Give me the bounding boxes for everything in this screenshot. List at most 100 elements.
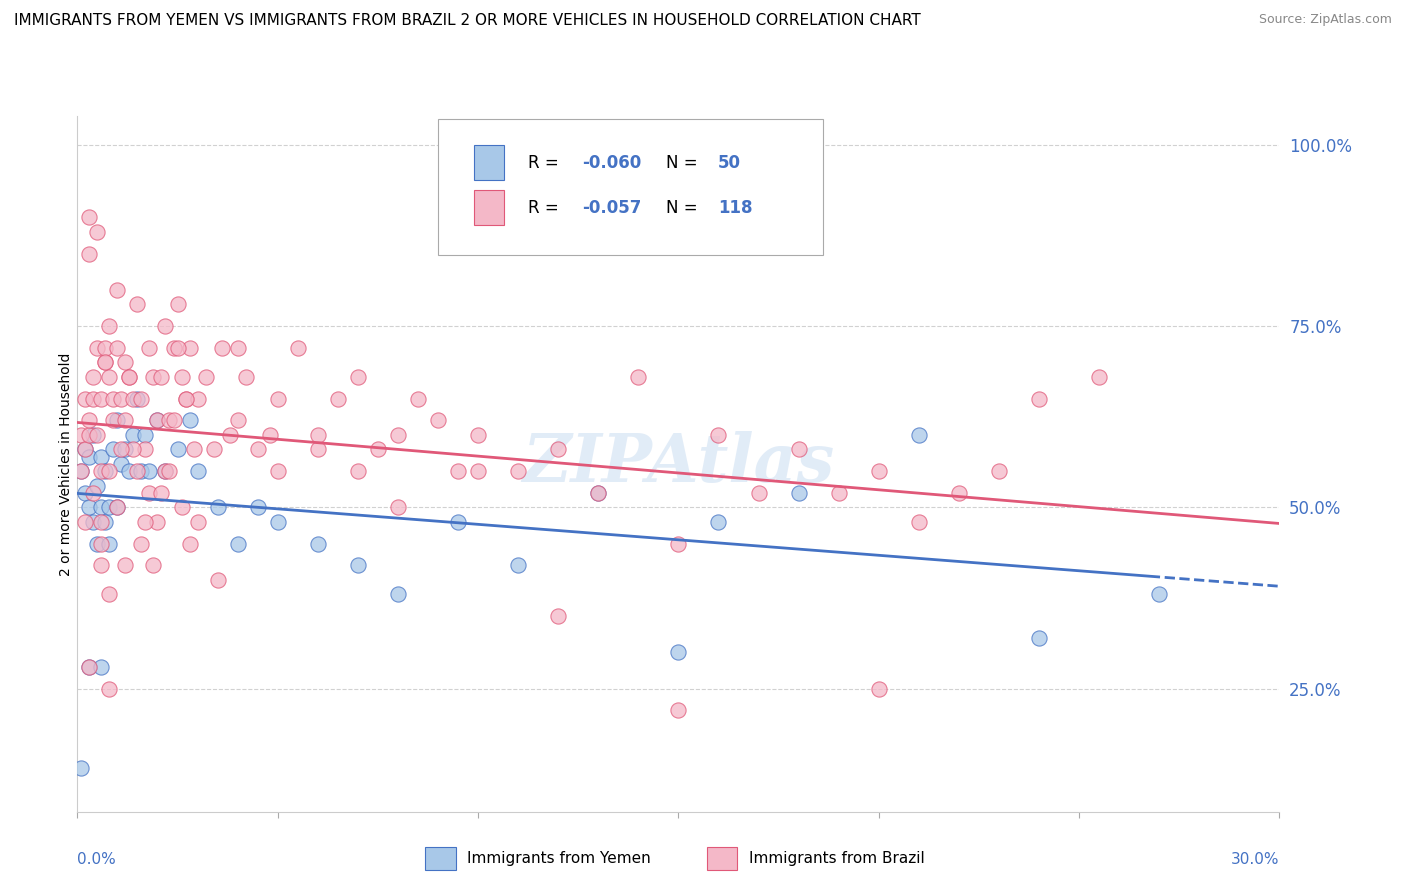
Point	[211, 341, 233, 355]
Point	[98, 681, 121, 696]
Point	[138, 341, 160, 355]
Point	[86, 428, 108, 442]
Point	[70, 464, 93, 478]
Point	[186, 392, 209, 406]
Point	[86, 478, 108, 492]
Point	[79, 413, 101, 427]
Point	[406, 392, 429, 406]
Point	[170, 369, 193, 384]
Point	[70, 761, 93, 775]
Point	[207, 500, 229, 515]
Point	[107, 500, 129, 515]
Point	[90, 392, 112, 406]
Point	[166, 341, 188, 355]
Point	[427, 413, 450, 427]
Point	[202, 442, 225, 457]
Point	[118, 464, 141, 478]
Point	[90, 450, 112, 464]
Point	[186, 515, 209, 529]
Point	[162, 413, 184, 427]
Text: ZIPAtlas: ZIPAtlas	[522, 432, 835, 496]
Point	[588, 485, 610, 500]
Point	[79, 660, 101, 674]
Point	[166, 442, 188, 457]
Text: -0.060: -0.060	[582, 153, 641, 171]
Point	[107, 413, 129, 427]
Point	[82, 392, 104, 406]
Point	[98, 464, 121, 478]
Point	[103, 392, 125, 406]
Point	[194, 369, 217, 384]
Point	[186, 464, 209, 478]
Point	[235, 369, 257, 384]
Point	[547, 609, 569, 624]
Point	[367, 442, 389, 457]
Point	[70, 464, 93, 478]
Point	[467, 464, 489, 478]
Point	[146, 413, 169, 427]
Point	[668, 536, 690, 550]
Point	[179, 341, 201, 355]
Point	[138, 485, 160, 500]
Point	[79, 428, 101, 442]
Point	[98, 536, 121, 550]
Point	[267, 392, 290, 406]
FancyBboxPatch shape	[439, 120, 823, 255]
Point	[79, 450, 101, 464]
Point	[122, 392, 145, 406]
Point	[748, 485, 770, 500]
Point	[707, 515, 730, 529]
Point	[94, 355, 117, 369]
Point	[387, 428, 409, 442]
Point	[90, 515, 112, 529]
Text: R =: R =	[529, 153, 564, 171]
Point	[131, 464, 153, 478]
Point	[70, 428, 93, 442]
Point	[707, 428, 730, 442]
Point	[90, 536, 112, 550]
Point	[118, 369, 141, 384]
Point	[90, 558, 112, 573]
Point	[307, 428, 329, 442]
Point	[122, 428, 145, 442]
Point	[159, 413, 181, 427]
Point	[75, 392, 97, 406]
Point	[1149, 587, 1171, 601]
Point	[75, 442, 97, 457]
Point	[86, 341, 108, 355]
Point	[150, 369, 173, 384]
Point	[267, 515, 290, 529]
Point	[627, 369, 650, 384]
Point	[146, 413, 169, 427]
Point	[1088, 369, 1111, 384]
Point	[787, 442, 810, 457]
Text: -0.057: -0.057	[582, 199, 641, 217]
Point	[90, 500, 112, 515]
Point	[134, 442, 156, 457]
Point	[447, 464, 470, 478]
Point	[174, 392, 197, 406]
Point	[142, 558, 165, 573]
Point	[94, 341, 117, 355]
Point	[86, 536, 108, 550]
Point	[170, 500, 193, 515]
FancyBboxPatch shape	[474, 145, 505, 180]
Point	[183, 442, 205, 457]
Point	[94, 515, 117, 529]
Point	[127, 297, 149, 311]
Point	[114, 558, 136, 573]
Point	[90, 464, 112, 478]
Point	[174, 392, 197, 406]
Point	[1028, 631, 1050, 645]
Point	[259, 428, 281, 442]
Point	[107, 283, 129, 297]
Point	[75, 485, 97, 500]
Text: N =: N =	[666, 153, 703, 171]
Point	[155, 464, 177, 478]
Point	[127, 392, 149, 406]
Point	[1028, 392, 1050, 406]
Point	[75, 515, 97, 529]
Point	[207, 573, 229, 587]
Point	[82, 369, 104, 384]
Point	[307, 442, 329, 457]
